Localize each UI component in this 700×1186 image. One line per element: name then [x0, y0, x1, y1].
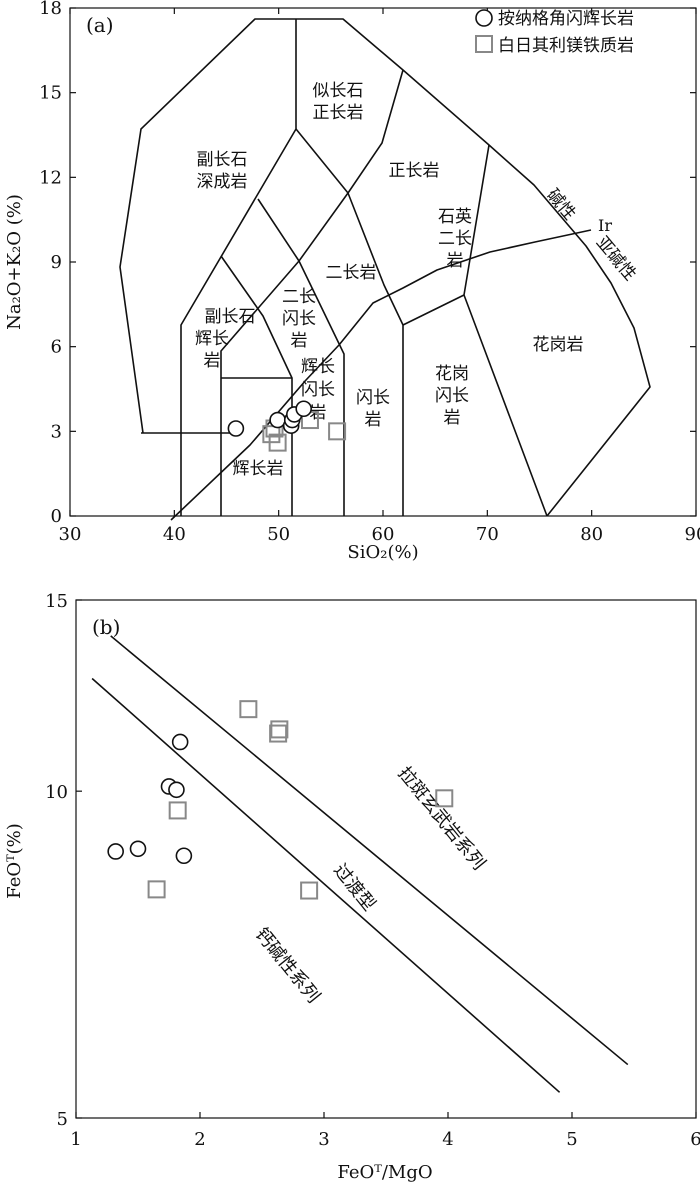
- field-monzonite: 二长岩: [326, 263, 377, 283]
- label-calc-alkaline-series: 钙碱性系列: [251, 924, 324, 1007]
- feot-boundary-line: [91, 677, 561, 1093]
- feot-x-tick-label: 2: [194, 1129, 205, 1150]
- label-alkaline: 碱性: [542, 185, 579, 224]
- tas-y-tick-label: 9: [51, 252, 62, 273]
- tas-x-tick-label: 90: [685, 524, 700, 545]
- tas-point-circle: [227, 420, 245, 437]
- tas-boundary-8: [402, 294, 465, 326]
- feot-point-square: [239, 700, 258, 719]
- feot-point-square: [435, 789, 454, 808]
- tas-boundary-3: [295, 128, 404, 516]
- feot-point-square: [147, 880, 166, 899]
- feot-x-tick-label: 4: [442, 1129, 453, 1150]
- tas-axis-ticks: 30 40 50 60 70 80 90 0 3 6 9 12 15 18: [39, 0, 700, 545]
- tas-outer-boundary: [119, 18, 651, 517]
- feot-point-circle: [129, 840, 147, 858]
- feot-point-circle: [171, 733, 189, 751]
- feot-x-tick-label: 3: [318, 1129, 329, 1150]
- feot-x-tick-label: 6: [690, 1129, 700, 1150]
- feot-point-circle: [168, 781, 185, 799]
- tas-point-circle: [295, 400, 313, 418]
- feot-mgo-chart: 1 2 3 4 5 6 5 10 15 拉斑玄武岩系列 过渡型 钙碱性系列 (b) FeOᵀ/M…: [4, 591, 700, 1183]
- feot-field-labels: 拉斑玄武岩系列 过渡型 钙碱性系列: [251, 763, 489, 1007]
- field-diorite: 闪长岩: [356, 388, 390, 430]
- tas-y-tick-label: 18: [39, 0, 62, 19]
- tas-x-tick-label: 70: [476, 524, 499, 545]
- feot-axis-ticks: 1 2 3 4 5 6 5 10 15: [45, 591, 700, 1150]
- tas-x-tick-label: 50: [267, 524, 290, 545]
- feot-point-square: [270, 720, 289, 739]
- tas-y-tick-label: 0: [51, 506, 62, 527]
- tas-y-tick-label: 15: [39, 83, 62, 104]
- feot-y-tick-label: 10: [45, 782, 68, 803]
- tas-boundary-7: [463, 144, 548, 517]
- tas-x-tick-label: 60: [372, 524, 395, 545]
- feot-y-tick-label: 5: [57, 1109, 68, 1130]
- label-tholeiitic-series: 拉斑玄武岩系列: [393, 763, 489, 874]
- feot-point-square: [168, 801, 187, 820]
- tas-x-tick-label: 40: [163, 524, 186, 545]
- legend-label-circle: 按纳格角闪辉长岩: [498, 9, 634, 29]
- legend-circle-marker: [475, 9, 493, 27]
- feot-point-circle: [175, 847, 193, 865]
- tas-chart: 30 40 50 60 70 80 90 0 3 6 9 12 15 18 似长石正长岩 副长石深成岩 正…: [4, 0, 700, 563]
- tas-x-tick-label: 30: [59, 524, 82, 545]
- feot-point-square: [269, 724, 288, 743]
- feot-x-axis-title: FeOᵀ/MgO: [337, 1162, 432, 1183]
- tas-point-square: [328, 422, 347, 441]
- field-foid-gabbro: 副长石辉长岩: [195, 307, 256, 371]
- feot-x-tick-label: 1: [70, 1129, 81, 1150]
- tas-x-axis-title: SiO₂(%): [347, 542, 418, 563]
- feot-boundary-line: [110, 635, 629, 1066]
- tas-point-square: [268, 433, 287, 452]
- field-monzodiorite: 二长闪长岩: [282, 287, 316, 351]
- field-foid-syenite: 似长石正长岩: [313, 81, 364, 123]
- legend-label-square: 白日其利镁铁质岩: [498, 36, 634, 56]
- field-foid-plutonic: 副长石深成岩: [197, 150, 248, 192]
- label-subalkaline: 亚碱性: [592, 233, 640, 285]
- feot-plot-frame: [75, 599, 697, 1119]
- legend-square-marker: [475, 35, 493, 53]
- tas-x-tick-label: 80: [580, 524, 603, 545]
- tas-plot-frame: [69, 7, 697, 517]
- tas-boundary-1: [180, 19, 297, 516]
- field-granodiorite: 花岗闪长岩: [435, 364, 469, 428]
- feot-data-points: [107, 700, 454, 900]
- tas-y-tick-label: 12: [39, 167, 62, 188]
- tas-point-circle: [269, 411, 286, 429]
- feot-y-tick-label: 15: [45, 591, 68, 612]
- label-irvine-line: Ir: [598, 216, 612, 235]
- tas-field-boundaries: [119, 18, 651, 521]
- feot-y-axis-title: FeOᵀ(%): [4, 823, 25, 899]
- tas-y-axis-title: Na₂O+K₂O (%): [4, 194, 25, 330]
- feot-point-square: [300, 881, 319, 900]
- panel-label-b: (b): [92, 615, 120, 639]
- feot-point-circle: [107, 843, 124, 860]
- label-transitional: 过渡型: [329, 860, 379, 915]
- tas-y-tick-label: 6: [51, 337, 62, 358]
- feot-x-tick-label: 5: [566, 1129, 577, 1150]
- legend: 按纳格角闪辉长岩 白日其利镁铁质岩: [475, 9, 634, 56]
- field-granite: 花岗岩: [533, 335, 584, 355]
- tas-boundary-5: [220, 255, 293, 516]
- tas-y-tick-label: 3: [51, 421, 62, 442]
- field-syenite: 正长岩: [389, 161, 440, 181]
- tas-boundary-4: [257, 198, 345, 516]
- tas-data-points: [227, 400, 347, 452]
- field-quartz-monzonite: 石英二长岩: [438, 207, 472, 271]
- field-gabbro: 辉长岩: [233, 459, 284, 479]
- panel-label-a: (a): [86, 13, 114, 37]
- feot-series-boundaries: [91, 635, 629, 1093]
